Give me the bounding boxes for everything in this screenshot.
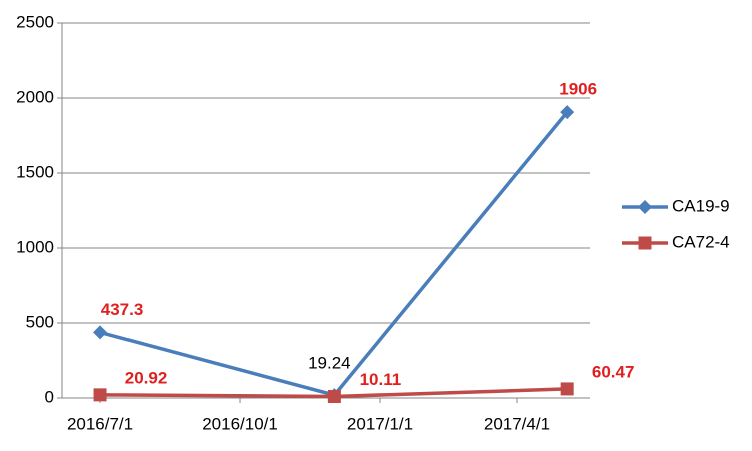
data-label: 60.47 bbox=[592, 362, 635, 381]
marker bbox=[560, 105, 575, 120]
y-tick-label: 1500 bbox=[16, 162, 54, 181]
x-tick-label: 2016/10/1 bbox=[202, 414, 278, 433]
marker bbox=[560, 382, 574, 396]
marker bbox=[638, 200, 652, 214]
marker bbox=[93, 388, 107, 402]
y-tick-label: 500 bbox=[26, 312, 54, 331]
data-label: 19.24 bbox=[308, 354, 351, 373]
marker bbox=[327, 389, 341, 403]
y-tick-label: 2500 bbox=[16, 12, 54, 31]
y-tick-label: 2000 bbox=[16, 87, 54, 106]
data-label: 1906 bbox=[559, 80, 597, 99]
x-tick-label: 2017/1/1 bbox=[347, 414, 413, 433]
data-label: 20.92 bbox=[125, 368, 168, 387]
y-tick-label: 0 bbox=[45, 387, 54, 406]
marker bbox=[93, 325, 108, 340]
data-label: 437.3 bbox=[101, 300, 144, 319]
x-tick-label: 2017/4/1 bbox=[484, 414, 550, 433]
legend-label: CA19-9 bbox=[672, 196, 730, 215]
y-tick-label: 1000 bbox=[16, 237, 54, 256]
x-tick-label: 2016/7/1 bbox=[67, 414, 133, 433]
legend-label: CA72-4 bbox=[672, 232, 730, 251]
data-label: 10.11 bbox=[360, 370, 402, 389]
marker bbox=[638, 236, 652, 250]
